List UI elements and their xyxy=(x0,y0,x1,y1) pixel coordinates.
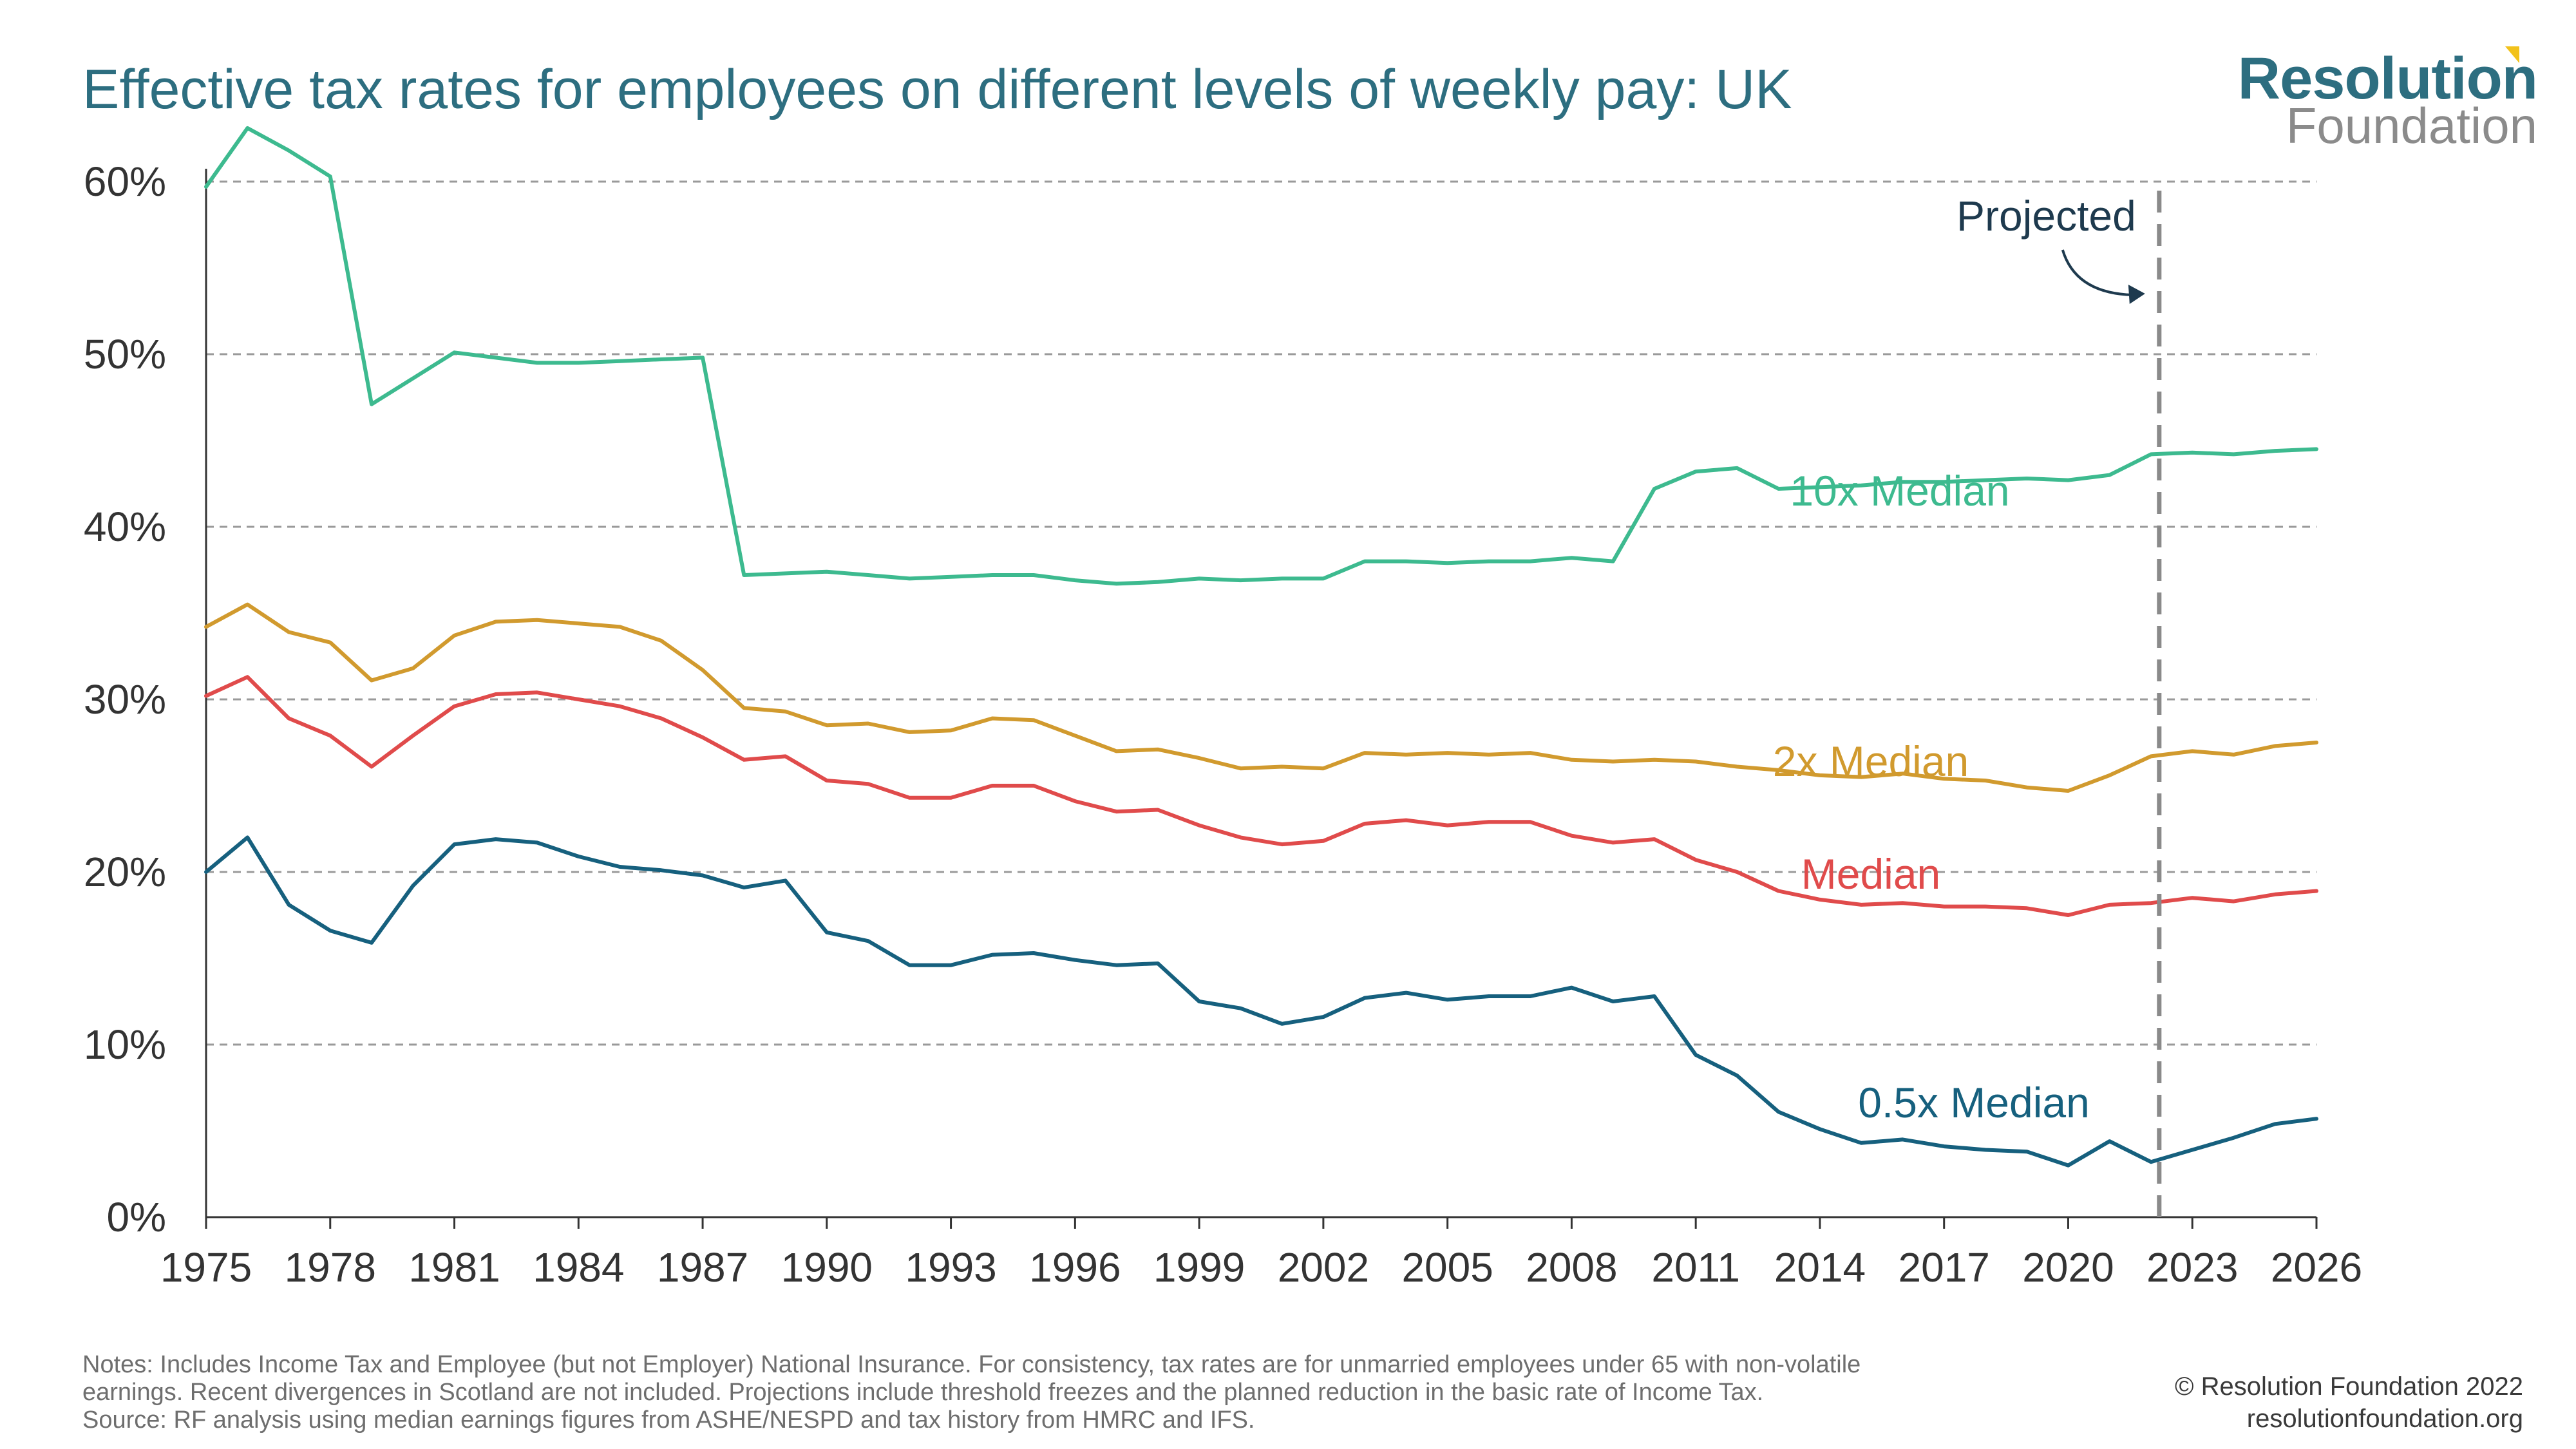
x-tick-label: 1981 xyxy=(408,1244,500,1291)
y-tick-label: 0% xyxy=(107,1194,167,1240)
x-tick-label: 1990 xyxy=(781,1244,873,1291)
logo-accent-mark xyxy=(2505,46,2519,63)
x-axis-tick-labels: 1975 1978 1981 1984 1987 1990 1993 1996 1999 2002… xyxy=(160,1244,2362,1291)
grid-lines xyxy=(206,180,2316,1046)
series-line-2x-median xyxy=(204,602,2318,793)
series-label-2x-median: 2x Median xyxy=(1773,737,1969,785)
y-tick-label: 40% xyxy=(84,504,166,550)
x-tick-label: 2005 xyxy=(1401,1244,1493,1291)
series-line-0-5x-median xyxy=(204,835,2318,1168)
x-tick-label: 2008 xyxy=(1526,1244,1617,1291)
projection-marker: Projected xyxy=(1956,191,2162,1217)
y-tick-label: 10% xyxy=(84,1021,166,1068)
projection-arrow-head xyxy=(2128,285,2145,304)
projection-arrow-curve xyxy=(2061,249,2132,296)
copyright-block: © Resolution Foundation 2022 resolutionf… xyxy=(2175,1370,2523,1435)
series-label-10x-median: 10x Median xyxy=(1790,467,2009,515)
projection-label: Projected xyxy=(1956,192,2136,240)
series-line-median xyxy=(204,675,2318,917)
chart-notes: Notes: Includes Income Tax and Employee … xyxy=(82,1351,2143,1434)
resolution-foundation-logo: Resolution Foundation xyxy=(2151,45,2538,154)
x-tick-label: 1975 xyxy=(160,1244,252,1291)
logo-line-1: Resolution xyxy=(2237,46,2538,111)
x-tick-label: 1993 xyxy=(905,1244,996,1291)
y-tick-label: 50% xyxy=(84,331,166,377)
x-tick-label: 2011 xyxy=(1651,1244,1740,1291)
series-label-0-5x-median: 0.5x Median xyxy=(1858,1079,2090,1126)
y-axis-tick-labels: 0% 10% 20% 30% 40% 50% 60% xyxy=(84,158,166,1240)
series-label-median: Median xyxy=(1801,850,1940,898)
x-tick-label: 2023 xyxy=(2146,1244,2238,1291)
page-title: Effective tax rates for employees on dif… xyxy=(82,59,1792,120)
x-tick-label: 1978 xyxy=(285,1244,376,1291)
notes-line-2: earnings. Recent divergences in Scotland… xyxy=(82,1379,1764,1406)
notes-line-1: Notes: Includes Income Tax and Employee … xyxy=(82,1351,1861,1378)
y-tick-label: 20% xyxy=(84,849,166,895)
series-lines: 10x Median 2x Median Median 0.5x Median xyxy=(204,126,2318,1168)
x-tick-label: 2026 xyxy=(2271,1244,2362,1291)
series-line-10x-median xyxy=(204,126,2318,586)
x-tick-label: 2014 xyxy=(1774,1244,1866,1291)
x-tick-label: 2020 xyxy=(2022,1244,2114,1291)
x-tick-label: 2017 xyxy=(1899,1244,1990,1291)
x-tick-label: 1984 xyxy=(533,1244,624,1291)
copyright-text: © Resolution Foundation 2022 xyxy=(2175,1372,2523,1401)
x-tick-label: 2002 xyxy=(1278,1244,1369,1291)
x-tick-label: 1987 xyxy=(657,1244,748,1291)
x-tick-label: 1996 xyxy=(1029,1244,1121,1291)
x-tick-label: 1999 xyxy=(1153,1244,1245,1291)
website-text: resolutionfoundation.org xyxy=(2246,1405,2523,1433)
y-tick-label: 30% xyxy=(84,676,166,723)
notes-line-3: Source: RF analysis using median earning… xyxy=(82,1406,1255,1434)
logo-line-2: Foundation xyxy=(2286,97,2537,154)
y-tick-label: 60% xyxy=(84,158,166,205)
axes xyxy=(205,169,2318,1229)
